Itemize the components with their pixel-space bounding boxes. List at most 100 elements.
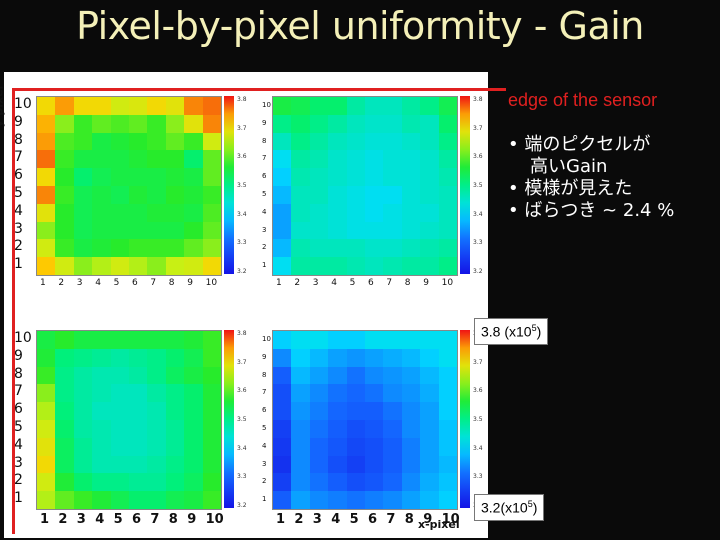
heatmap-cell xyxy=(364,437,384,456)
colorbar-tick-label: 3.5 xyxy=(237,182,247,189)
y-tick-label: 6 xyxy=(14,401,23,418)
scale-max-label: 3.8 (x105) xyxy=(474,318,549,345)
y-tick-label: 3 xyxy=(262,225,267,234)
heatmap-cell xyxy=(309,97,329,115)
heatmap-cell xyxy=(202,114,221,133)
heatmap-cell xyxy=(328,402,347,420)
x-tick-label: 6 xyxy=(132,512,142,527)
heatmap-cell xyxy=(383,114,402,133)
heatmap-cell xyxy=(110,257,129,275)
heatmap-cell xyxy=(202,455,221,474)
heatmap-cell xyxy=(438,185,457,204)
heatmap-cell xyxy=(309,437,329,456)
y-tick-label: 7 xyxy=(14,383,23,400)
heatmap-cell xyxy=(364,348,384,367)
heatmap-cell xyxy=(328,348,347,367)
heatmap-cell xyxy=(110,132,129,151)
heatmap-grid xyxy=(36,96,222,276)
colorbar-tick-label: 3.6 xyxy=(473,153,483,161)
bullet-item: • ばらつき ~ 2.4 % xyxy=(508,200,675,221)
heatmap-cell xyxy=(346,203,365,222)
heatmap-cell xyxy=(73,114,93,133)
heatmap-cell xyxy=(401,203,421,222)
heatmap-cell xyxy=(147,257,166,275)
colorbar-tick-label: 3.8 xyxy=(473,96,483,103)
heatmap-cell xyxy=(291,384,310,403)
heatmap-cell xyxy=(420,331,439,349)
heatmap-cell xyxy=(73,384,93,403)
x-tick-label: 7 xyxy=(150,278,157,288)
heatmap-cell xyxy=(420,203,439,222)
heatmap-cell xyxy=(165,97,185,115)
heatmap-cell xyxy=(420,402,439,420)
x-tick-label: 6 xyxy=(368,278,374,288)
heatmap-cell xyxy=(110,203,129,222)
heatmap-cell xyxy=(401,132,421,151)
heatmap-cell xyxy=(364,239,384,258)
heatmap-cell xyxy=(110,97,129,115)
heatmap-cell xyxy=(92,366,111,385)
y-tick-label: 1 xyxy=(262,495,267,504)
heatmap-cell xyxy=(364,97,384,115)
heatmap-cell xyxy=(291,402,310,420)
heatmap-cell xyxy=(55,239,74,258)
y-tick-label: 5 xyxy=(262,190,267,198)
heatmap-cell xyxy=(309,221,329,240)
x-tick-label: 5 xyxy=(349,278,356,288)
heatmap-cell xyxy=(184,366,203,385)
heatmap-cell xyxy=(420,185,439,204)
x-tick-label: 8 xyxy=(404,278,411,288)
heatmap-cell xyxy=(401,491,421,509)
heatmap-cell xyxy=(202,203,221,222)
heatmap-cell xyxy=(128,185,148,204)
colorbar-tick-label: 3.5 xyxy=(237,416,247,423)
heatmap-cell xyxy=(328,366,347,385)
heatmap-cell xyxy=(273,348,292,367)
heatmap-cell xyxy=(291,168,310,186)
colorbar-tick-label: 3.3 xyxy=(473,473,483,481)
heatmap-cell xyxy=(165,473,185,492)
heatmap-cell xyxy=(202,473,221,492)
heatmap-cell xyxy=(364,168,384,186)
heatmap-cell xyxy=(147,437,166,456)
heatmap-cell xyxy=(438,150,457,169)
heatmap-cell xyxy=(273,473,292,492)
heatmap-cell xyxy=(364,114,384,133)
x-tick-label: 4 xyxy=(331,512,341,527)
heatmap-cell xyxy=(37,402,56,420)
heatmap-cell xyxy=(401,331,421,349)
heatmap-cell xyxy=(328,384,347,403)
heatmap-cell xyxy=(273,168,292,186)
heatmap-cell xyxy=(128,419,148,438)
heatmap-cell xyxy=(202,97,221,115)
colorbar-tick-label: 3.6 xyxy=(237,387,247,395)
heatmap-cell xyxy=(55,348,74,367)
heatmap-cell xyxy=(73,366,93,385)
heatmap-cell xyxy=(291,132,310,151)
heatmap-grid xyxy=(272,330,458,510)
heatmap-cell xyxy=(73,437,93,456)
heatmap-cell xyxy=(55,257,74,275)
colorbar-tick-label: 3.7 xyxy=(237,358,247,366)
y-tick-label: 9 xyxy=(14,113,23,130)
heatmap-cell xyxy=(55,384,74,403)
heatmap-cell xyxy=(165,168,185,186)
x-tick-label: 1 xyxy=(276,278,282,288)
heatmap-cell xyxy=(110,366,129,385)
colorbar-tick-label: 3.4 xyxy=(473,444,483,452)
heatmap-cell xyxy=(346,419,365,438)
heatmap-cell xyxy=(346,473,365,492)
heatmap-cell xyxy=(438,239,457,258)
x-tick-label: 6 xyxy=(132,278,138,288)
x-tick-label: 4 xyxy=(331,278,337,288)
y-tick-label: 8 xyxy=(262,370,267,379)
heatmap-cell xyxy=(346,114,365,133)
heatmap-cell xyxy=(37,473,56,492)
heatmap-cell xyxy=(273,384,292,403)
colorbar-tick-label: 3.3 xyxy=(237,473,247,481)
heatmap-cell xyxy=(273,150,292,169)
x-tick-label: 10 xyxy=(441,278,454,288)
heatmap-cell xyxy=(92,239,111,258)
y-tick-label: 7 xyxy=(262,154,267,163)
colorbar-tick-label: 3.4 xyxy=(237,210,247,218)
